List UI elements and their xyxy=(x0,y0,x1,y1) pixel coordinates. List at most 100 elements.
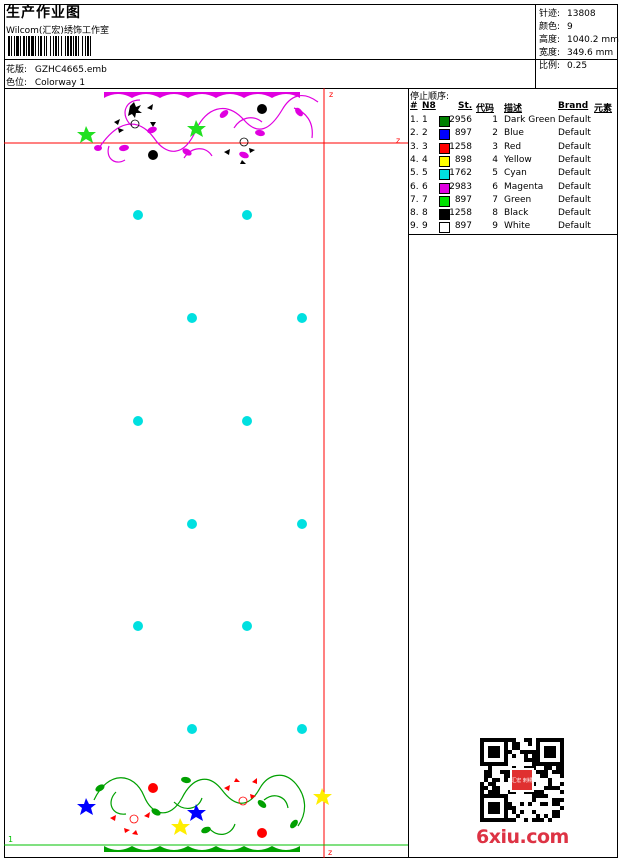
stat-colors: 颜色: 9 xyxy=(539,19,573,32)
qr-module xyxy=(548,766,552,770)
qr-module xyxy=(504,774,508,778)
qr-module xyxy=(524,750,528,754)
stat-label: 宽度: xyxy=(539,48,561,58)
barcode-bar xyxy=(40,36,42,56)
qr-module xyxy=(508,750,512,754)
barcode-bar xyxy=(25,36,26,56)
col-header-code: 代码 xyxy=(476,104,495,114)
row-hash: 1. xyxy=(410,115,419,125)
qr-module xyxy=(552,810,556,814)
row-description: Magenta xyxy=(504,181,544,192)
row-number: 2 xyxy=(422,128,428,139)
colorway-value: Colorway 1 xyxy=(34,78,86,88)
stop-row[interactable]: 4. 4 898 4 Yellow Default xyxy=(408,155,618,168)
barcode-bar xyxy=(23,36,25,56)
color-swatch xyxy=(439,209,450,221)
qr-module xyxy=(544,802,548,806)
bottom-red-flowers xyxy=(110,778,267,838)
row-description: Red xyxy=(504,141,522,152)
barcode-bar xyxy=(54,36,55,56)
stop-row[interactable]: 9. 9 897 9 White Default xyxy=(408,221,618,234)
axis-top-label: z xyxy=(329,90,333,99)
barcode-bar xyxy=(69,36,70,56)
qr-module xyxy=(556,802,560,806)
col-header-no: N8 xyxy=(422,101,436,111)
qr-module xyxy=(516,742,520,746)
qr-seal-text: 汇宏 刺绣 xyxy=(511,777,533,784)
row-stitches: 1762 xyxy=(449,168,472,179)
stat-label: 比例: xyxy=(539,61,561,71)
qr-code: 汇宏 刺绣 xyxy=(480,738,564,822)
qr-module xyxy=(560,782,564,786)
qr-module xyxy=(532,754,536,758)
barcode-bar xyxy=(47,36,50,56)
qr-module xyxy=(536,794,540,798)
stop-row[interactable]: 8. 8 1258 8 Black Default xyxy=(408,208,618,221)
barcode-bar xyxy=(55,36,57,56)
qr-module xyxy=(500,770,504,774)
colorway-label: 色位: xyxy=(6,78,28,88)
row-brand: Default xyxy=(558,154,591,165)
bottom-yellow-stars xyxy=(171,788,332,835)
qr-module xyxy=(484,770,488,774)
qr-module xyxy=(524,738,528,742)
stop-row[interactable]: 7. 7 897 7 Green Default xyxy=(408,195,618,208)
barcode-bar xyxy=(67,36,69,56)
qr-module xyxy=(484,786,488,790)
row-description: White xyxy=(504,221,531,232)
row-stitches: 897 xyxy=(454,194,472,205)
bottom-green-leaves xyxy=(95,776,298,834)
qr-module xyxy=(528,758,532,762)
qr-module xyxy=(520,810,524,814)
row-brand: Default xyxy=(558,128,591,139)
barcode-bar xyxy=(59,36,61,56)
stop-row[interactable]: 5. 5 1762 5 Cyan Default xyxy=(408,168,618,181)
row-stitches: 897 xyxy=(454,221,472,232)
qr-module xyxy=(552,814,556,818)
barcode-bar xyxy=(39,36,40,56)
barcode-bar xyxy=(35,36,36,56)
qr-module xyxy=(512,738,516,742)
stop-row[interactable]: 2. 2 897 2 Blue Default xyxy=(408,128,618,141)
qr-module xyxy=(520,802,524,806)
row-stitches: 2956 xyxy=(449,115,472,125)
row-code: 6 xyxy=(492,181,498,192)
stop-row[interactable]: 6. 6 2983 6 Magenta Default xyxy=(408,182,618,195)
qr-module xyxy=(532,818,536,822)
row-description: Black xyxy=(504,208,529,219)
qr-module xyxy=(480,790,484,794)
row-hash: 9. xyxy=(410,221,419,232)
top-green-stars xyxy=(77,120,206,143)
stat-label: 颜色: xyxy=(539,22,561,32)
stop-sequence-panel: 停止顺序: # N8 St. 代码 描述 Brand 元素 1. 1 2956 1 Da… xyxy=(408,88,618,235)
qr-module xyxy=(488,766,492,770)
barcode-bar xyxy=(21,36,23,56)
design-canvas[interactable]: z z 1 z xyxy=(4,88,409,858)
stat-height: 高度: 1040.2 mm xyxy=(539,32,619,45)
row-number: 7 xyxy=(422,194,428,205)
stat-width: 宽度: 349.6 mm xyxy=(539,45,613,58)
barcode-bar xyxy=(79,36,82,56)
qr-module xyxy=(532,758,536,762)
design-file-value: GZHC4665.emb xyxy=(34,65,107,75)
qr-module xyxy=(528,738,532,742)
watermark-logo: 6xiu.com xyxy=(476,826,569,848)
row-code: 3 xyxy=(492,141,498,152)
barcode-bar xyxy=(27,36,28,56)
qr-module xyxy=(552,770,556,774)
qr-module xyxy=(560,766,564,770)
barcode-bar xyxy=(30,36,31,56)
barcode-bar xyxy=(12,36,14,56)
barcode-bar xyxy=(51,36,53,56)
qr-module xyxy=(544,774,548,778)
barcode-bar xyxy=(70,36,72,56)
row-code: 7 xyxy=(492,194,498,205)
qr-module xyxy=(484,778,488,782)
color-swatch xyxy=(439,169,450,181)
stop-row[interactable]: 1. 1 2956 1 Dark Green Default xyxy=(408,115,618,128)
qr-module xyxy=(544,794,548,798)
header-bottom-divider xyxy=(4,88,618,89)
qr-module xyxy=(492,786,496,790)
stop-row[interactable]: 3. 3 1258 3 Red Default xyxy=(408,142,618,155)
qr-module xyxy=(544,766,548,770)
